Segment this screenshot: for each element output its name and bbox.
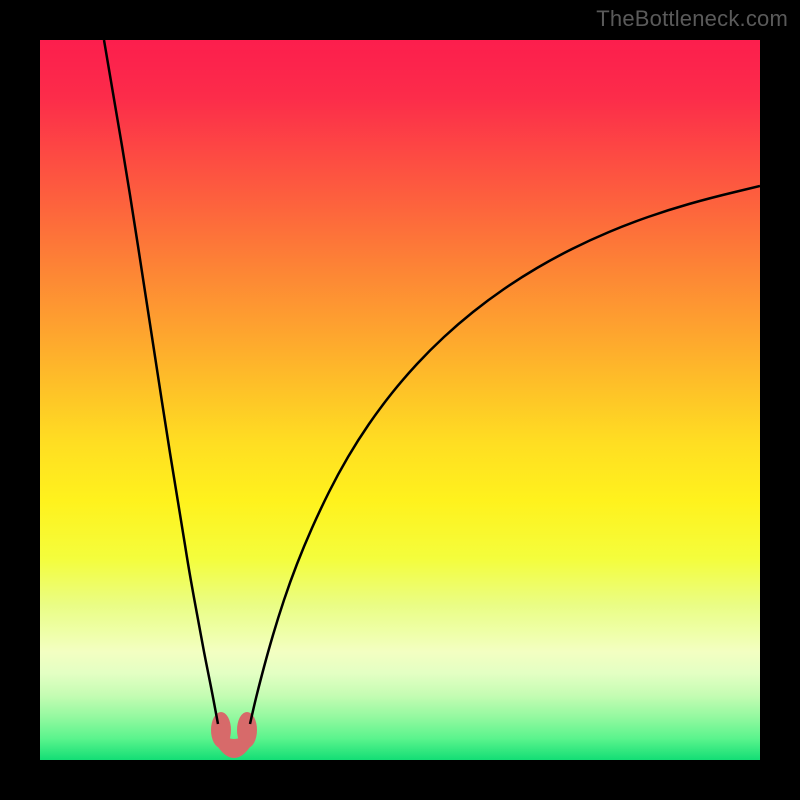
chart-area [40, 40, 760, 760]
watermark-text: TheBottleneck.com [596, 6, 788, 32]
gradient-background [40, 40, 760, 760]
chart-svg [40, 40, 760, 760]
outer-frame: TheBottleneck.com [0, 0, 800, 800]
